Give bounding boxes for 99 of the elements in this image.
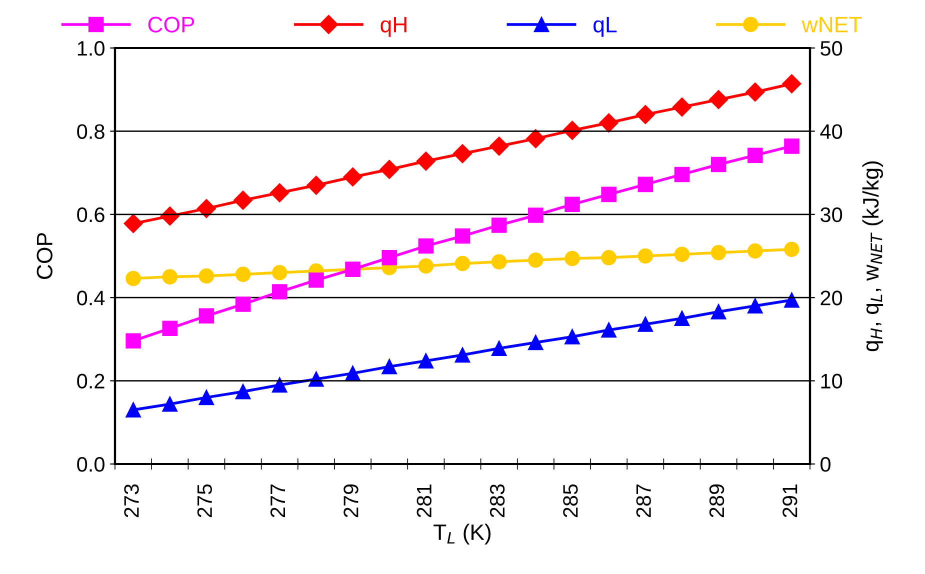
point (124, 214, 143, 234)
point (564, 196, 580, 212)
point (272, 284, 288, 300)
point (162, 396, 178, 412)
point (599, 113, 618, 132)
point (454, 256, 470, 272)
point (490, 136, 509, 156)
point (198, 390, 214, 406)
point (196, 199, 216, 218)
point (491, 340, 507, 356)
point (198, 268, 214, 284)
point (418, 238, 434, 254)
legend-label: wNET (802, 16, 862, 32)
y-tick-label: 0.0 (77, 457, 104, 472)
y2-tick-label: 10 (821, 374, 842, 389)
point (382, 250, 397, 266)
point (710, 156, 726, 172)
point (528, 334, 544, 350)
point (382, 359, 397, 374)
x-tick-label: 281 (416, 484, 432, 518)
point (601, 250, 616, 266)
point (126, 270, 141, 286)
point (454, 347, 470, 363)
point (162, 320, 178, 336)
point (198, 308, 214, 324)
point (233, 190, 253, 210)
point (747, 298, 763, 314)
point (784, 138, 800, 154)
y-tick-label: 0.8 (77, 124, 104, 139)
point (747, 243, 763, 259)
point (636, 105, 655, 124)
y2-tick-label: 0 (820, 457, 830, 472)
x-tick-label: 289 (709, 484, 724, 518)
point (746, 82, 765, 102)
x-tick-label: 287 (636, 484, 651, 518)
point (126, 333, 141, 349)
point (418, 353, 434, 368)
point (638, 248, 654, 264)
x-tick-label: 275 (197, 484, 212, 518)
point (784, 292, 800, 308)
point (638, 176, 654, 192)
point (160, 206, 180, 226)
point (343, 167, 362, 186)
point (308, 272, 324, 288)
point (235, 296, 251, 312)
point (452, 144, 472, 164)
point (162, 269, 178, 284)
point (601, 186, 616, 202)
point (710, 304, 726, 320)
y2-tick-label: 30 (820, 207, 842, 222)
point (784, 242, 800, 257)
y-tick-label: 1.0 (78, 41, 104, 56)
point (564, 250, 580, 266)
x-axis-title: T$_{L}$ (K) (434, 524, 491, 544)
point (674, 310, 690, 326)
point (782, 74, 802, 94)
point (747, 148, 763, 163)
y-axis-title: COP (36, 233, 52, 279)
point (564, 329, 580, 344)
x-tick-label: 277 (270, 484, 285, 518)
point (491, 254, 507, 270)
legend-label: qH (380, 16, 406, 37)
point (416, 152, 436, 171)
point (272, 377, 288, 393)
point (638, 316, 654, 332)
point (126, 402, 141, 418)
x-tick-label: 291 (782, 484, 798, 518)
x-tick-label: 273 (124, 484, 139, 518)
y2-tick-label: 20 (820, 290, 842, 306)
legend-label: qL (594, 16, 617, 37)
point (308, 371, 324, 387)
x-tick-label: 279 (344, 484, 358, 518)
point (674, 166, 690, 182)
y-tick-label: 0.2 (77, 374, 104, 389)
point (710, 245, 726, 260)
point (272, 265, 288, 280)
x-tick-label: 285 (563, 484, 578, 518)
y2-tick-label: 40 (820, 124, 842, 139)
y2-axis-title: q$_{H}$, q$_{L}$, w$_{NET}$ (kJ/kg) (862, 161, 884, 352)
y-tick-label: 0.6 (77, 207, 104, 222)
y2-tick-label: 50 (820, 41, 842, 56)
point (235, 266, 251, 282)
point (306, 176, 326, 195)
point (709, 90, 728, 110)
point (601, 322, 616, 338)
legend-label: COP (148, 16, 194, 32)
point (526, 129, 546, 148)
point (528, 208, 544, 223)
point (418, 258, 434, 274)
point (270, 183, 290, 202)
point (672, 98, 692, 117)
point (380, 160, 399, 180)
x-tick-label: 283 (490, 484, 505, 518)
point (674, 246, 690, 262)
point (235, 384, 251, 400)
point (528, 252, 544, 268)
y-tick-label: 0.4 (77, 290, 105, 306)
point (454, 228, 470, 244)
point (491, 218, 507, 233)
